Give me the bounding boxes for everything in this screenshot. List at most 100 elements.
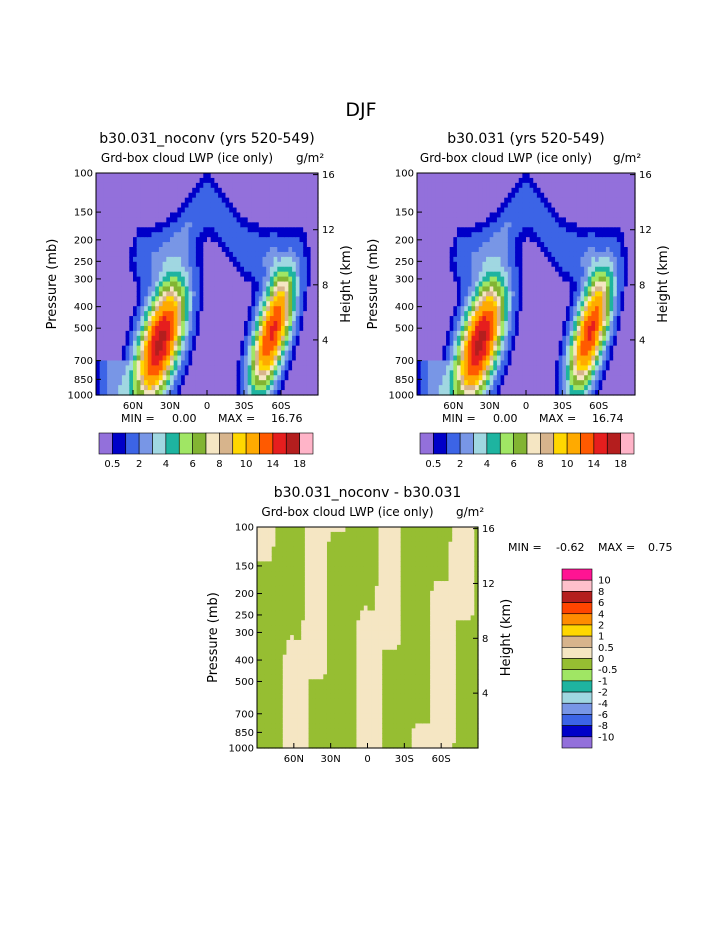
field-cell	[299, 355, 304, 362]
field-cell	[522, 242, 527, 248]
field-cell	[244, 301, 249, 307]
field-cell	[110, 266, 116, 273]
field-cell	[587, 261, 592, 268]
field-cell	[314, 247, 319, 253]
field-cell	[192, 227, 197, 233]
field-cell	[303, 330, 308, 337]
field-cell	[526, 291, 531, 297]
field-cell	[99, 222, 104, 228]
field-cell	[467, 360, 473, 366]
field-cell	[273, 212, 278, 218]
field-cell	[555, 301, 560, 307]
field-cell	[107, 350, 112, 357]
field-cell	[136, 340, 141, 347]
field-cell	[184, 242, 190, 248]
field-cell	[295, 385, 301, 391]
field-cell	[540, 286, 545, 292]
field-cell	[288, 296, 293, 302]
field-cell	[195, 256, 201, 263]
field-cell	[460, 251, 465, 258]
field-cell	[99, 335, 104, 342]
field-cell	[199, 237, 204, 243]
field-cell	[475, 232, 480, 238]
field-cell	[518, 173, 523, 179]
field-cell	[181, 335, 186, 342]
field-cell	[427, 306, 433, 312]
field-cell	[442, 251, 447, 258]
field-cell	[284, 325, 289, 332]
field-cell	[188, 261, 193, 268]
field-cell	[173, 192, 178, 199]
field-cell	[110, 222, 116, 228]
field-cell	[544, 237, 549, 243]
field-cell	[584, 207, 589, 214]
field-cell	[544, 311, 549, 317]
field-cell	[507, 385, 513, 391]
field-cell	[569, 202, 574, 209]
field-cell	[166, 360, 171, 366]
field-cell	[240, 311, 245, 317]
field-cell	[420, 330, 425, 337]
field-cell	[464, 251, 469, 258]
field-cell	[314, 355, 319, 362]
field-cell	[489, 296, 494, 302]
field-cell	[229, 227, 234, 233]
field-cell	[281, 291, 286, 297]
field-cell	[125, 385, 130, 391]
field-cell	[170, 390, 175, 396]
field-cell	[511, 380, 516, 386]
field-cell	[475, 355, 480, 362]
field-cell	[522, 390, 527, 396]
field-cell	[522, 325, 527, 332]
field-cell	[240, 212, 245, 218]
field-cell	[251, 266, 256, 273]
field-cell	[136, 177, 141, 184]
field-cell	[573, 192, 578, 199]
field-cell	[306, 365, 312, 371]
field-cell	[269, 247, 275, 253]
field-cell	[151, 355, 156, 362]
field-cell	[244, 217, 249, 223]
field-cell	[478, 306, 483, 312]
field-cell	[573, 350, 578, 357]
field-cell	[177, 197, 182, 204]
field-cell	[504, 350, 509, 357]
field-cell	[129, 385, 134, 391]
field-cell	[478, 227, 483, 233]
field-cell	[133, 355, 138, 362]
field-cell	[306, 217, 312, 223]
field-cell	[281, 325, 286, 332]
field-cell	[229, 345, 234, 352]
field-cell	[533, 301, 538, 307]
field-cell	[460, 330, 465, 337]
field-cell	[522, 321, 527, 327]
field-cell	[151, 182, 156, 189]
field-cell	[431, 316, 436, 322]
field-cell	[221, 256, 227, 263]
field-cell	[306, 173, 312, 179]
field-cell	[500, 222, 505, 228]
field-cell	[121, 197, 127, 204]
field-cell	[482, 232, 487, 238]
field-cell	[453, 340, 458, 347]
field-cell	[467, 187, 473, 194]
field-cell	[184, 340, 190, 347]
field-cell	[203, 232, 208, 238]
field-cell	[158, 350, 164, 357]
field-cell	[536, 375, 542, 381]
field-cell	[544, 192, 549, 199]
field-cell	[518, 247, 523, 253]
field-cell	[562, 187, 567, 194]
field-cell	[170, 192, 175, 199]
field-cell	[544, 266, 549, 273]
field-cell	[225, 365, 230, 371]
field-cell	[195, 380, 201, 386]
field-cell	[547, 271, 553, 278]
field-cell	[277, 335, 282, 342]
field-cell	[442, 281, 447, 288]
field-cell	[540, 345, 545, 352]
field-cell	[482, 325, 487, 332]
field-cell	[199, 247, 204, 253]
field-cell	[251, 271, 256, 278]
field-cell	[456, 325, 462, 332]
